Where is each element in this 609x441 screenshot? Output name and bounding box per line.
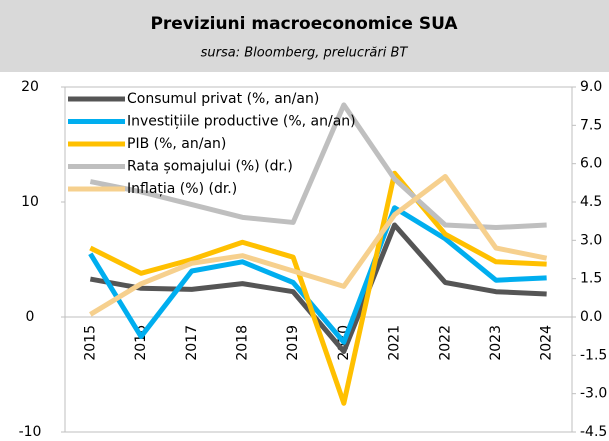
y-tick-label: 0 xyxy=(26,309,35,325)
x-tick-label: 2015 xyxy=(82,325,98,361)
legend-label: Investițiile productive (%, an/an) xyxy=(127,114,356,130)
chart-subtitle: sursa: Bloomberg, prelucrări BT xyxy=(201,46,409,61)
y2-tick-label: 4.5 xyxy=(580,194,602,210)
y-tick-label: -10 xyxy=(19,424,42,440)
y2-tick-label: -3.0 xyxy=(580,386,607,402)
legend-label: Inflația (%) (dr.) xyxy=(127,181,237,197)
legend-label: PIB (%, an/an) xyxy=(127,136,226,152)
y-tick-label: 10 xyxy=(21,194,39,210)
series-line xyxy=(89,170,547,406)
y2-tick-label: -1.5 xyxy=(580,347,607,363)
x-tick-label: 2017 xyxy=(184,325,200,361)
x-tick-label: 2019 xyxy=(285,325,301,361)
y2-tick-label: 3.0 xyxy=(580,232,602,248)
legend-label: Rata șomajului (%) (dr.) xyxy=(127,159,293,175)
y-tick-label: 20 xyxy=(21,79,39,95)
y2-tick-label: -4.5 xyxy=(580,424,607,440)
x-tick-label: 2018 xyxy=(234,325,250,361)
title-banner xyxy=(0,0,609,72)
y2-tick-label: 7.5 xyxy=(580,117,602,133)
series-line xyxy=(88,205,547,345)
y2-tick-label: 9.0 xyxy=(580,79,602,95)
y2-tick-label: 0.0 xyxy=(580,309,602,325)
legend-label: Consumul privat (%, an/an) xyxy=(127,91,319,107)
y2-tick-label: 1.5 xyxy=(580,271,602,287)
y2-tick-label: 6.0 xyxy=(580,156,602,172)
series-line xyxy=(89,222,547,354)
series-line xyxy=(89,173,548,317)
x-tick-label: 2023 xyxy=(488,325,504,361)
x-tick-label: 2021 xyxy=(387,325,403,361)
x-tick-label: 2024 xyxy=(539,325,555,361)
x-tick-label: 2022 xyxy=(437,325,453,361)
series-line xyxy=(89,102,547,231)
chart-title: Previziuni macroeconomice SUA xyxy=(150,14,458,34)
